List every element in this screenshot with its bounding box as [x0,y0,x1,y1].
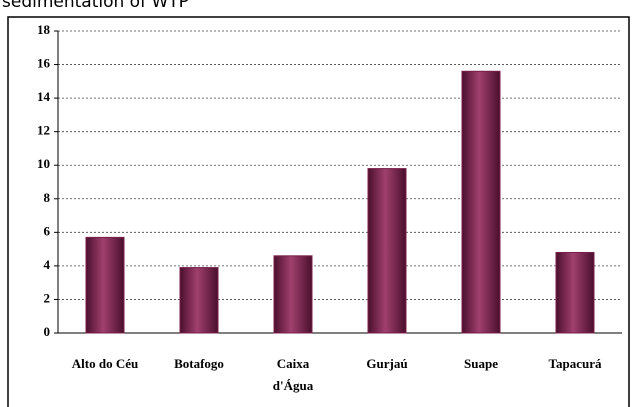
frame [7,16,630,407]
y-tick-label: 0 [44,324,51,339]
x-tick-label: Caixa [277,356,310,371]
y-tick-label: 10 [37,156,50,171]
caption: sedimentation of WTP [2,0,189,12]
bar [555,251,595,334]
bar [273,255,313,334]
x-tick-label: Botafogo [174,356,224,371]
x-tick-label: Tapacurá [549,356,602,371]
y-tick-label: 4 [44,257,51,272]
x-tick-label: Suape [464,356,498,371]
y-tick-label: 8 [44,190,51,205]
bar [367,168,407,334]
x-tick-label: d'Água [273,378,314,393]
bar [461,70,501,334]
x-tick-label: Gurjaú [366,356,407,371]
y-tick-label: 14 [37,89,51,104]
bar [179,267,219,334]
y-tick-label: 2 [44,290,51,305]
y-tick-label: 12 [37,123,50,138]
y-tick-label: 6 [44,223,51,238]
x-tick-label: Alto do Céu [72,356,138,371]
y-tick-label: 16 [37,56,51,71]
bar [85,236,125,334]
y-tick-label: 18 [37,22,51,37]
